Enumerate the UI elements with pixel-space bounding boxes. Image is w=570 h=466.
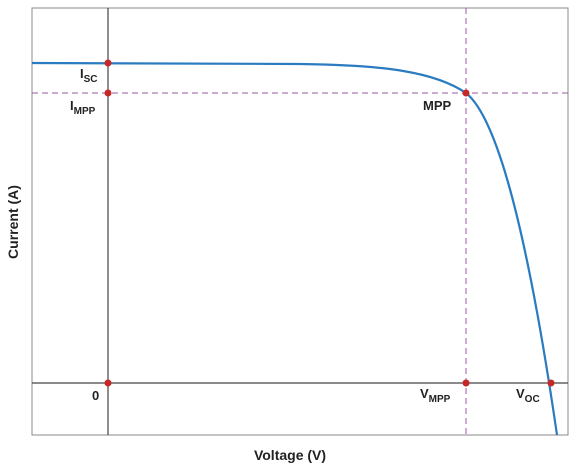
origin-point bbox=[104, 379, 112, 387]
label-main: V bbox=[516, 386, 525, 401]
impp-point bbox=[104, 89, 112, 97]
iv-curve bbox=[31, 61, 559, 436]
label-main: V bbox=[420, 386, 429, 401]
points bbox=[104, 59, 555, 387]
label-main: I bbox=[70, 98, 74, 113]
label-sub: MPP bbox=[429, 394, 451, 405]
label-sub: OC bbox=[525, 394, 540, 405]
origin-label: 0 bbox=[92, 388, 99, 403]
isc-point bbox=[104, 59, 112, 67]
mpp-label: MPP bbox=[423, 98, 452, 113]
impp-label: IMPP bbox=[70, 98, 96, 117]
vmpp-point bbox=[462, 379, 470, 387]
isc-label: ISC bbox=[80, 66, 98, 85]
voc-point bbox=[547, 379, 555, 387]
plot-frame bbox=[31, 7, 569, 436]
y-axis-label: Current (A) bbox=[5, 185, 21, 259]
voc-label: VOC bbox=[516, 386, 540, 405]
x-axis-label: Voltage (V) bbox=[254, 447, 326, 463]
label-sub: MPP bbox=[74, 106, 96, 117]
label-sub: SC bbox=[84, 74, 98, 85]
vmpp-label: VMPP bbox=[420, 386, 451, 405]
mpp-point bbox=[462, 89, 470, 97]
label-main: I bbox=[80, 66, 84, 81]
